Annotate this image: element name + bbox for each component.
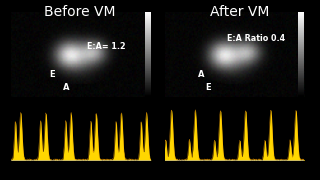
Text: A: A xyxy=(198,70,204,79)
Text: E:A Ratio 0.4: E:A Ratio 0.4 xyxy=(227,34,285,43)
Text: E:A= 1.2: E:A= 1.2 xyxy=(87,42,125,51)
Text: Before VM: Before VM xyxy=(44,5,116,19)
Text: A: A xyxy=(63,83,69,92)
Text: After VM: After VM xyxy=(210,5,270,19)
Text: E: E xyxy=(205,83,211,92)
Text: E: E xyxy=(49,70,54,79)
